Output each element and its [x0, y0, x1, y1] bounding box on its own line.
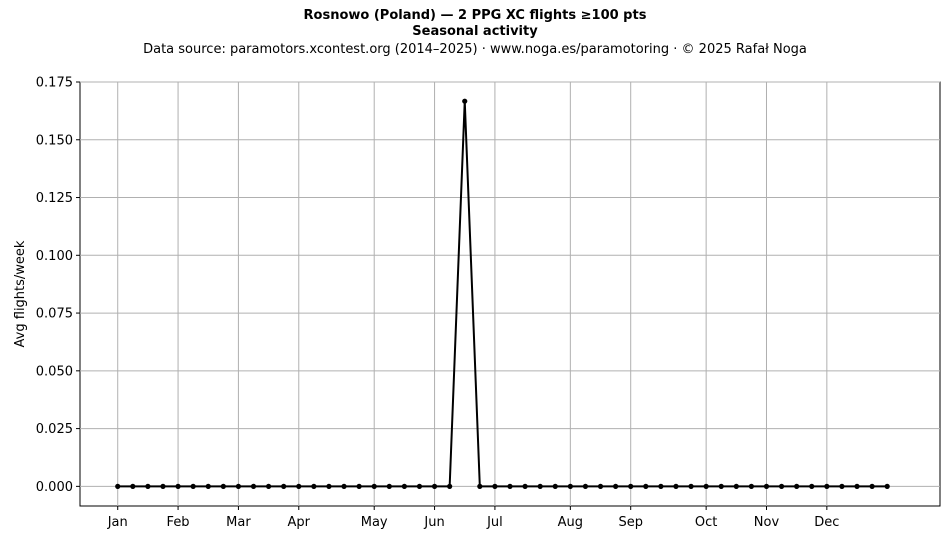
data-point: [175, 483, 181, 489]
data-point: [326, 483, 332, 489]
data-point: [537, 483, 543, 489]
data-point: [160, 483, 166, 489]
data-point: [416, 483, 423, 489]
data-point: [130, 483, 136, 489]
data-point: [794, 483, 800, 489]
x-axis-ticks: Jan Feb Mar Apr May Jun Jul Aug Sep Oct Nov Dec: [107, 506, 839, 530]
data-point: [869, 483, 875, 489]
data-point: [658, 483, 664, 489]
data-point: [220, 483, 226, 489]
data-point: [567, 483, 573, 489]
data-point: [733, 483, 739, 489]
data-point: [281, 483, 287, 489]
data-point: [507, 483, 513, 489]
data-point: [311, 483, 317, 489]
x-tick-label: Mar: [226, 515, 251, 530]
x-tick-label: Nov: [754, 515, 780, 530]
data-point: [145, 483, 151, 489]
data-point: [688, 483, 694, 489]
data-point: [250, 483, 257, 489]
data-point: [582, 483, 589, 489]
data-point: [205, 483, 211, 489]
data-point: [778, 483, 785, 489]
x-tick-label: Apr: [288, 515, 311, 530]
data-point: [597, 483, 604, 489]
data-point: [884, 483, 890, 489]
y-tick-label: 0.025: [36, 422, 73, 437]
grid-horizontal: [80, 81, 940, 487]
x-tick-label: Oct: [695, 515, 717, 530]
data-point: [265, 483, 272, 489]
data-point: [235, 483, 242, 489]
y-axis-ticks: 0.000 0.025 0.050 0.075 0.100 0.125 0.150 0.175: [36, 76, 80, 495]
chart-subtitle: Seasonal activity: [412, 24, 538, 39]
x-tick-label: Jan: [107, 515, 128, 530]
data-point: [462, 98, 468, 104]
x-tick-label: Aug: [558, 515, 583, 530]
data-point: [522, 483, 528, 489]
data-point: [341, 483, 347, 489]
x-tick-label: Jun: [423, 515, 444, 530]
data-point: [115, 483, 121, 489]
data-point: [190, 483, 196, 489]
series-points: [115, 98, 890, 489]
data-point: [477, 483, 483, 489]
x-tick-label: May: [361, 515, 388, 530]
data-point: [356, 483, 362, 489]
data-point: [673, 483, 679, 489]
data-point: [401, 483, 407, 489]
series-line: [117, 101, 888, 488]
data-point: [613, 483, 619, 489]
data-point: [763, 483, 770, 489]
x-tick-label: Jul: [486, 515, 503, 530]
x-tick-label: Feb: [167, 515, 190, 530]
data-point: [492, 483, 498, 489]
y-axis-label: Avg flights/week: [13, 240, 28, 347]
data-point: [809, 483, 815, 489]
y-tick-label: 0.100: [36, 249, 73, 264]
chart-title: Rosnowo (Poland) — 2 PPG XC flights ≥100…: [303, 8, 647, 23]
data-point: [643, 483, 649, 489]
y-tick-label: 0.075: [36, 307, 73, 322]
y-tick-label: 0.125: [36, 191, 73, 206]
data-point: [296, 483, 302, 489]
data-point: [824, 483, 830, 489]
chart-titles: Rosnowo (Poland) — 2 PPG XC flights ≥100…: [0, 8, 950, 60]
data-point: [839, 483, 845, 489]
data-point: [854, 483, 860, 489]
data-point: [748, 483, 755, 489]
y-tick-label: 0.000: [36, 480, 73, 495]
x-tick-label: Dec: [814, 515, 839, 530]
y-tick-label: 0.150: [36, 133, 73, 148]
y-tick-label: 0.050: [36, 364, 73, 379]
data-point: [552, 483, 558, 489]
data-point: [371, 483, 377, 489]
plot-frame: [79, 81, 941, 507]
data-point: [718, 483, 724, 489]
grid-vertical: [117, 82, 828, 506]
data-source-note: Data source: paramotors.xcontest.org (20…: [143, 42, 807, 57]
x-tick-label: Sep: [618, 515, 643, 530]
data-point: [703, 483, 709, 489]
data-point: [431, 483, 438, 489]
data-point: [447, 483, 453, 489]
data-point: [628, 483, 634, 489]
y-tick-label: 0.175: [36, 76, 73, 91]
data-point: [386, 483, 392, 489]
